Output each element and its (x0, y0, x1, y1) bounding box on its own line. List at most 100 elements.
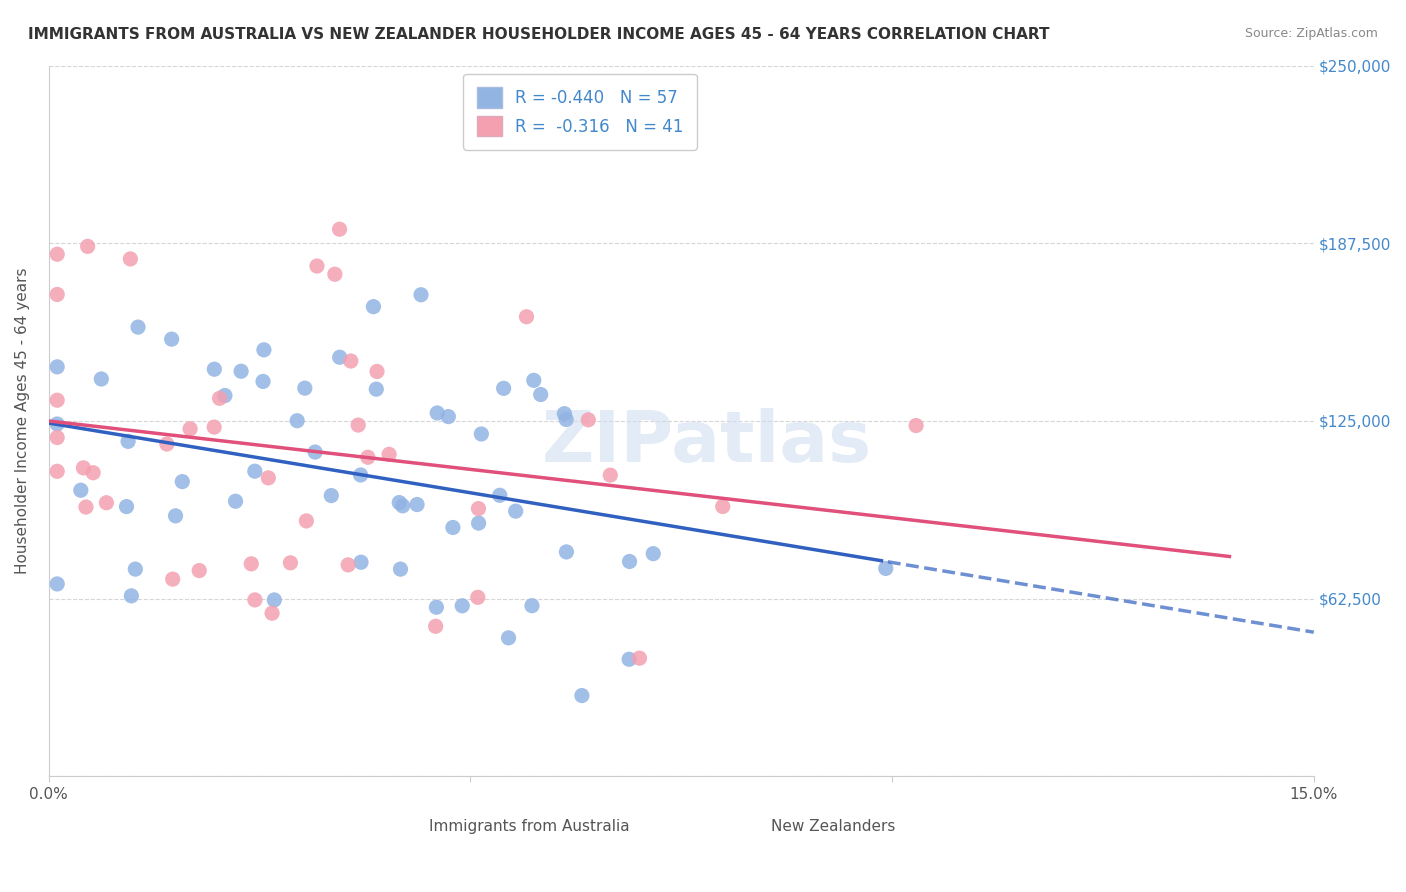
Point (409, 287, 432, 301)
Point (467, 516, 489, 530)
Point (363, 300, 385, 314)
Point (46, 359, 69, 374)
Point (117, 434, 139, 449)
Point (127, 320, 149, 334)
Point (553, 407, 575, 421)
Point (262, 606, 284, 620)
Point (162, 572, 184, 586)
Point (46, 393, 69, 408)
Point (75, 500, 97, 514)
Point (46, 287, 69, 301)
Point (388, 495, 411, 509)
Point (576, 413, 599, 427)
Point (82, 466, 104, 480)
Point (160, 332, 183, 346)
Point (72, 461, 94, 475)
Point (467, 501, 489, 516)
Point (263, 593, 285, 607)
Point (115, 500, 138, 514)
Point (208, 392, 231, 406)
Point (337, 558, 360, 572)
Point (46, 247, 69, 261)
Point (76, 239, 98, 253)
Point (378, 447, 401, 461)
Point (46, 417, 69, 431)
Point (628, 651, 651, 665)
Point (498, 631, 520, 645)
Point (599, 468, 621, 483)
Point (329, 351, 352, 365)
Point (340, 354, 363, 368)
Point (347, 418, 370, 433)
Point (467, 591, 489, 605)
Point (492, 381, 515, 395)
Point (304, 445, 326, 459)
Point (214, 388, 236, 402)
Point (425, 600, 447, 615)
Point (243, 464, 266, 478)
Y-axis label: Householder Income Ages 45 - 64 years: Householder Income Ages 45 - 64 years (15, 268, 30, 574)
Point (225, 494, 247, 508)
Point (257, 471, 280, 485)
Point (350, 555, 373, 569)
Point (294, 381, 316, 395)
Point (240, 557, 263, 571)
Point (643, 547, 665, 561)
Point (555, 545, 578, 559)
Point (120, 252, 142, 266)
Point (905, 418, 928, 433)
Point (156, 437, 179, 451)
Point (366, 364, 388, 378)
Point (617, 652, 640, 666)
Point (437, 409, 460, 424)
Point (571, 689, 593, 703)
Point (46, 464, 69, 478)
Point (530, 387, 553, 401)
Point (505, 504, 527, 518)
Point (366, 382, 388, 396)
Point (280, 556, 302, 570)
Point (46, 430, 69, 444)
Point (520, 599, 543, 613)
Point (349, 468, 371, 483)
Point (252, 375, 274, 389)
Point (619, 554, 641, 568)
Point (285, 414, 308, 428)
Point (488, 488, 510, 502)
Point (357, 450, 380, 465)
Point (425, 619, 447, 633)
Point (69, 483, 91, 498)
Text: Source: ZipAtlas.com: Source: ZipAtlas.com (1244, 27, 1378, 40)
Point (179, 422, 201, 436)
Point (470, 427, 492, 442)
Point (451, 599, 474, 613)
Legend: R = -0.440   N = 57, R =  -0.316   N = 41: R = -0.440 N = 57, R = -0.316 N = 41 (464, 74, 697, 150)
Point (323, 267, 346, 281)
Point (124, 562, 146, 576)
Point (96, 496, 118, 510)
Text: IMMIGRANTS FROM AUSTRALIA VS NEW ZEALANDER HOUSEHOLDER INCOME AGES 45 - 64 YEARS: IMMIGRANTS FROM AUSTRALIA VS NEW ZEALAND… (28, 27, 1050, 42)
Point (165, 508, 187, 523)
Point (90, 372, 112, 386)
Point (202, 362, 225, 376)
Point (523, 373, 546, 387)
Point (321, 489, 343, 503)
Point (253, 343, 276, 357)
FancyBboxPatch shape (704, 799, 741, 831)
Text: ZIPatlas: ZIPatlas (541, 408, 872, 476)
Point (555, 412, 578, 426)
Point (46, 577, 69, 591)
Point (202, 420, 225, 434)
Point (406, 498, 429, 512)
Point (441, 520, 464, 534)
Point (329, 222, 352, 236)
Point (295, 514, 318, 528)
Point (515, 310, 537, 324)
Point (243, 593, 266, 607)
Text: Immigrants from Australia: Immigrants from Australia (429, 819, 630, 834)
Point (172, 475, 194, 489)
Point (426, 406, 449, 420)
Point (305, 259, 328, 273)
Text: New Zealanders: New Zealanders (770, 819, 896, 834)
FancyBboxPatch shape (388, 799, 425, 831)
